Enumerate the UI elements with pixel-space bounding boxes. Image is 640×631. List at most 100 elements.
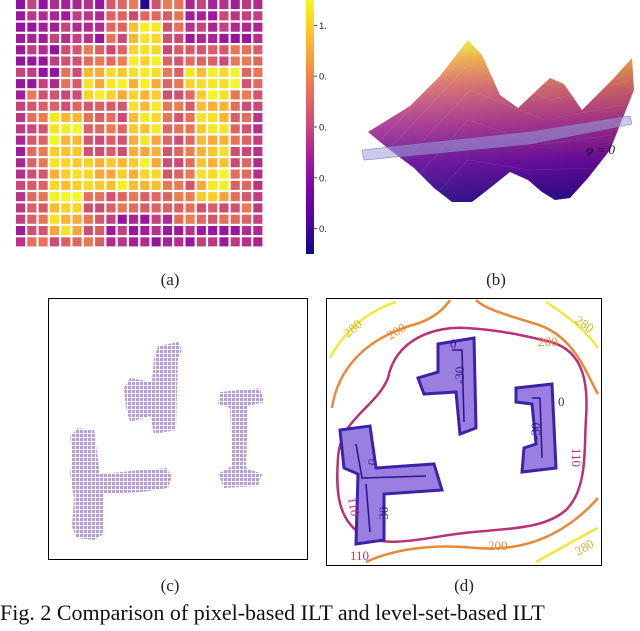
label-c: (c) (160, 576, 180, 595)
heatmap-cell (162, 192, 172, 202)
heatmap-cell (162, 90, 172, 100)
heatmap-cell (185, 203, 195, 213)
heatmap-cell (230, 33, 240, 43)
heatmap-cell (129, 0, 139, 10)
heatmap-cell (196, 192, 206, 202)
heatmap-cell (72, 158, 82, 168)
heatmap-cell (16, 169, 26, 179)
heatmap-cell (162, 67, 172, 77)
heatmap-cell (72, 22, 82, 32)
heatmap-cell (162, 237, 172, 247)
heatmap-cell (151, 45, 161, 55)
heatmap-cell (49, 33, 59, 43)
heatmap-cell (117, 67, 127, 77)
heatmap-cell (95, 11, 105, 21)
heatmap-cell (208, 214, 218, 224)
heatmap-cell (219, 67, 229, 77)
contour-label: 0 (364, 458, 380, 467)
heatmap-cell (16, 180, 26, 190)
heatmap-cell (185, 135, 195, 145)
heatmap-cell (72, 169, 82, 179)
heatmap-cell (106, 45, 116, 55)
heatmap-cell (38, 0, 48, 10)
heatmap-cell (196, 214, 206, 224)
heatmap-cell (38, 237, 48, 247)
heatmap-cell (219, 0, 229, 10)
heatmap-cell (27, 124, 37, 134)
heatmap-cell (38, 101, 48, 111)
heatmap-cell (129, 226, 139, 236)
heatmap-cell (16, 56, 26, 66)
heatmap-cell (208, 11, 218, 21)
heatmap-cell (117, 158, 127, 168)
heatmap-cell (219, 169, 229, 179)
heatmap-cell (230, 203, 240, 213)
contour-0-upper-t (416, 336, 478, 437)
heatmap-cell (230, 101, 240, 111)
heatmap-cell (72, 113, 82, 123)
heatmap-cell (219, 237, 229, 247)
heatmap-cell (106, 203, 116, 213)
contour-label: -30 (452, 367, 467, 384)
heatmap-cell (117, 214, 127, 224)
heatmap-cell (117, 226, 127, 236)
heatmap-cell (151, 180, 161, 190)
heatmap-cell (174, 135, 184, 145)
heatmap-cell (106, 67, 116, 77)
heatmap-cell (208, 135, 218, 145)
heatmap-cell (27, 11, 37, 21)
heatmap-cell (174, 0, 184, 10)
heatmap-cell (151, 0, 161, 10)
heatmap-cell (106, 90, 116, 100)
heatmap-cell (253, 226, 263, 236)
heatmap-cell (174, 113, 184, 123)
heatmap-cell (129, 79, 139, 89)
heatmap-cell (162, 214, 172, 224)
heatmap-cell (38, 11, 48, 21)
heatmap-cell (162, 146, 172, 156)
heatmap-cell (95, 113, 105, 123)
heatmap-cell (27, 203, 37, 213)
heatmap-cell (83, 146, 93, 156)
heatmap-cell (16, 226, 26, 236)
heatmap-cell (61, 113, 71, 123)
heatmap-cell (185, 214, 195, 224)
heatmap-cell (72, 124, 82, 134)
heatmap-cell (16, 124, 26, 134)
heatmap-cell (140, 113, 150, 123)
label-d: (d) (454, 576, 474, 595)
plane-label: φ = 0 (586, 142, 615, 157)
heatmap-cell (140, 214, 150, 224)
heatmap-cell (242, 33, 252, 43)
heatmap-cell (129, 22, 139, 32)
contour-0-lower-t (338, 424, 444, 546)
heatmap-cell (95, 203, 105, 213)
heatmap-cell (27, 101, 37, 111)
heatmap-cell (16, 11, 26, 21)
heatmap-cell (140, 22, 150, 32)
heatmap-cell (151, 226, 161, 236)
heatmap-cell (196, 0, 206, 10)
heatmap-cell (95, 169, 105, 179)
heatmap-cell (129, 237, 139, 247)
heatmap-cell (196, 56, 206, 66)
heatmap-cell (72, 0, 82, 10)
heatmap-cell (151, 135, 161, 145)
heatmap-cell (196, 146, 206, 156)
contour-label: 0 (558, 394, 565, 409)
heatmap-cell (242, 237, 252, 247)
heatmap-cell (253, 124, 263, 134)
heatmap-cell (151, 192, 161, 202)
heatmap-cell (16, 90, 26, 100)
heatmap-cell (72, 56, 82, 66)
heatmap-cell (140, 56, 150, 66)
heatmap-cell (242, 124, 252, 134)
heatmap-cell (140, 158, 150, 168)
heatmap-cell (129, 67, 139, 77)
heatmap-cell (219, 203, 229, 213)
heatmap-cell (174, 237, 184, 247)
heatmap-cell (83, 113, 93, 123)
heatmap-cell (151, 11, 161, 21)
heatmap-cell (61, 180, 71, 190)
heatmap-cell (49, 135, 59, 145)
